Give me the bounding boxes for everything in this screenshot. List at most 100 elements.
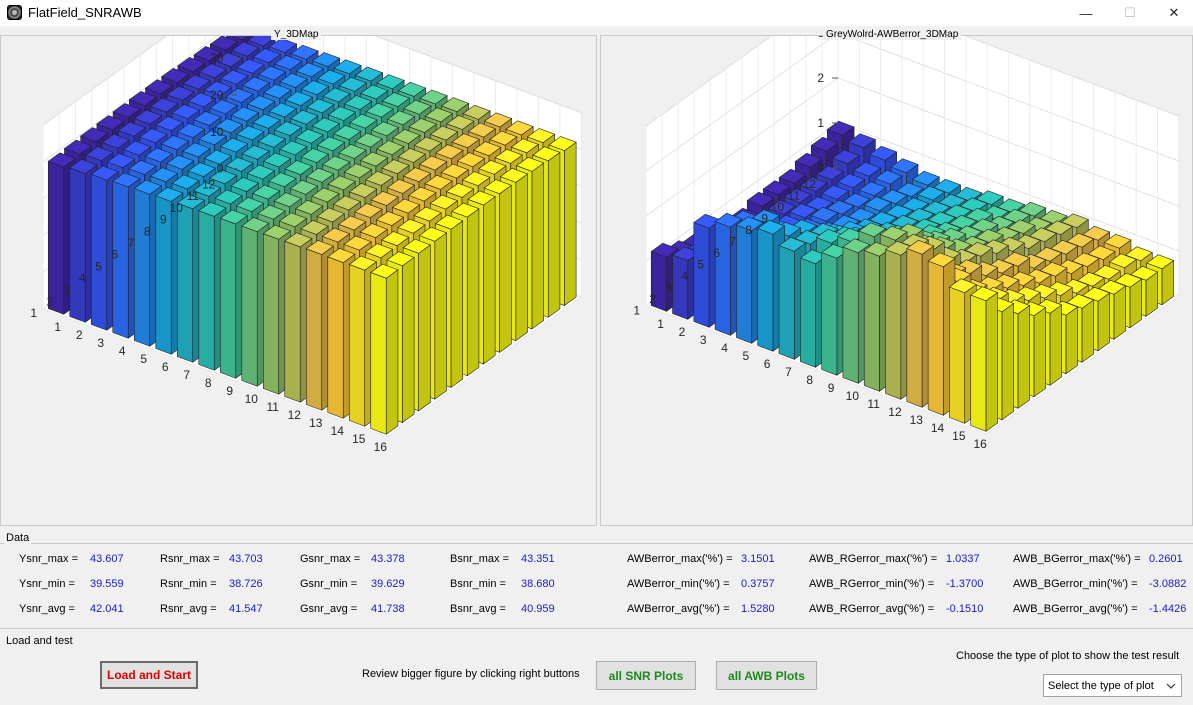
bar-top-face <box>714 212 743 228</box>
bar-top-face <box>869 211 898 227</box>
load-and-start-button[interactable]: Load and Start <box>100 661 198 689</box>
bar-top-face <box>305 240 335 255</box>
bar-top-face <box>381 231 410 247</box>
bar-top-face <box>1103 233 1132 249</box>
z-tick-label: 0 <box>217 162 224 176</box>
bar-top-face <box>847 207 876 223</box>
bar-top-face <box>348 255 378 271</box>
y-tick-label: 8 <box>144 224 151 238</box>
bar-front-face <box>47 160 65 315</box>
x-tick-label: 10 <box>245 392 259 406</box>
close-button[interactable]: ✕ <box>1168 5 1180 20</box>
y-tick-label: 3 <box>665 280 672 294</box>
bar-side-face <box>450 220 464 389</box>
bar-top-face <box>1124 246 1153 262</box>
bar-top-face <box>778 168 807 184</box>
chevron-down-icon <box>1166 683 1176 689</box>
bar-top-face <box>1039 261 1068 277</box>
bar-front-face <box>778 245 795 360</box>
plot-type-select[interactable]: Select the type of plot <box>1043 674 1182 697</box>
stat-label: Rsnr_min = <box>160 578 217 590</box>
bar-top-face <box>235 197 265 212</box>
stat-label: Ysnr_min = <box>19 578 75 590</box>
y-tick-label: 7 <box>128 236 135 250</box>
maximize-button[interactable]: ☐ <box>1124 5 1136 20</box>
y-3dmap-chart[interactable]: 0102030405012345678910111212345678910111… <box>1 36 596 525</box>
bar-top-face <box>831 149 861 165</box>
x-tick-label: 5 <box>743 349 750 363</box>
stat-label: Rsnr_avg = <box>160 603 217 615</box>
bar-top-face <box>472 141 502 157</box>
bar-front-face <box>821 252 838 376</box>
bar-top-face <box>262 152 292 168</box>
bar-top-face <box>408 186 437 202</box>
bar-top-face <box>917 185 946 201</box>
bar-top-face <box>1060 213 1090 229</box>
bar-top-face <box>311 117 340 133</box>
bar-top-face <box>933 178 962 194</box>
y-tick-label: 1 <box>30 306 37 320</box>
x-tick-label: 8 <box>806 373 813 387</box>
x-tick-label: 1 <box>54 320 61 334</box>
x-tick-label: 14 <box>931 421 945 435</box>
bar-top-face <box>241 144 270 160</box>
bar-front-face <box>949 286 966 424</box>
minimize-button[interactable]: — <box>1079 5 1093 21</box>
awb-3dmap-chart[interactable]: 0123412345678910111212345678910111213141… <box>601 36 1192 525</box>
stat-label: AWBerror_min('%') = <box>627 578 730 590</box>
stat-label: Gsnr_max = <box>300 553 361 565</box>
chart-3d <box>644 36 1180 435</box>
bar-top-face <box>230 36 248 41</box>
bar-top-face <box>424 174 453 190</box>
y-tick-label: 12 <box>803 177 817 191</box>
y-tick-label: 2 <box>47 294 54 308</box>
bar-top-face <box>510 138 540 154</box>
bar-top-face <box>230 177 259 192</box>
bar-top-face <box>467 190 496 206</box>
bar-top-face <box>209 169 238 185</box>
bar-front-face <box>241 225 258 387</box>
bar-top-face <box>751 209 780 225</box>
bar-top-face <box>1071 252 1100 268</box>
bar-top-face <box>63 139 93 155</box>
all-awb-plots-button[interactable]: all AWB Plots <box>716 661 817 690</box>
app-icon <box>7 5 22 20</box>
stat-label: AWB_BGerror_min('%') = <box>1013 578 1138 590</box>
bar-top-face <box>155 116 184 132</box>
bar-top-face <box>268 172 297 188</box>
x-tick-label: 10 <box>846 389 860 403</box>
bar-top-face <box>440 97 470 113</box>
bar-top-face <box>757 219 786 235</box>
bar-front-face <box>219 217 237 379</box>
bar-top-face <box>397 218 426 234</box>
bar-top-face <box>794 152 823 168</box>
bar-top-face <box>375 211 405 226</box>
review-hint-text: Review bigger figure by clicking right b… <box>362 668 580 680</box>
bar-top-face <box>171 174 200 190</box>
bar-top-face <box>322 155 351 171</box>
bar-top-face <box>413 206 442 222</box>
stat-label: Ysnr_max = <box>19 553 78 565</box>
bar-top-face <box>402 167 432 183</box>
bar-top-face <box>144 79 174 95</box>
bar-side-face <box>402 256 415 424</box>
bar-top-face <box>241 217 270 233</box>
bar-top-face <box>101 133 130 149</box>
bar-top-face <box>247 95 276 111</box>
bar-top-face <box>1114 272 1143 288</box>
bar-top-face <box>446 115 475 130</box>
all-snr-plots-button[interactable]: all SNR Plots <box>596 661 696 690</box>
bar-top-face <box>193 46 222 61</box>
x-tick-label: 2 <box>76 328 83 342</box>
bar-side-face <box>385 269 399 435</box>
bar-top-face <box>295 199 324 215</box>
bar-top-face <box>300 219 329 235</box>
bar-top-face <box>456 152 486 168</box>
bar-side-face <box>531 162 545 330</box>
bar-top-face <box>376 140 405 156</box>
stat-value: 41.547 <box>229 603 263 615</box>
x-tick-label: 16 <box>973 437 987 451</box>
bar-top-face <box>300 80 330 96</box>
bar-top-face <box>532 146 561 162</box>
z-tick-label: 2 <box>817 71 824 85</box>
